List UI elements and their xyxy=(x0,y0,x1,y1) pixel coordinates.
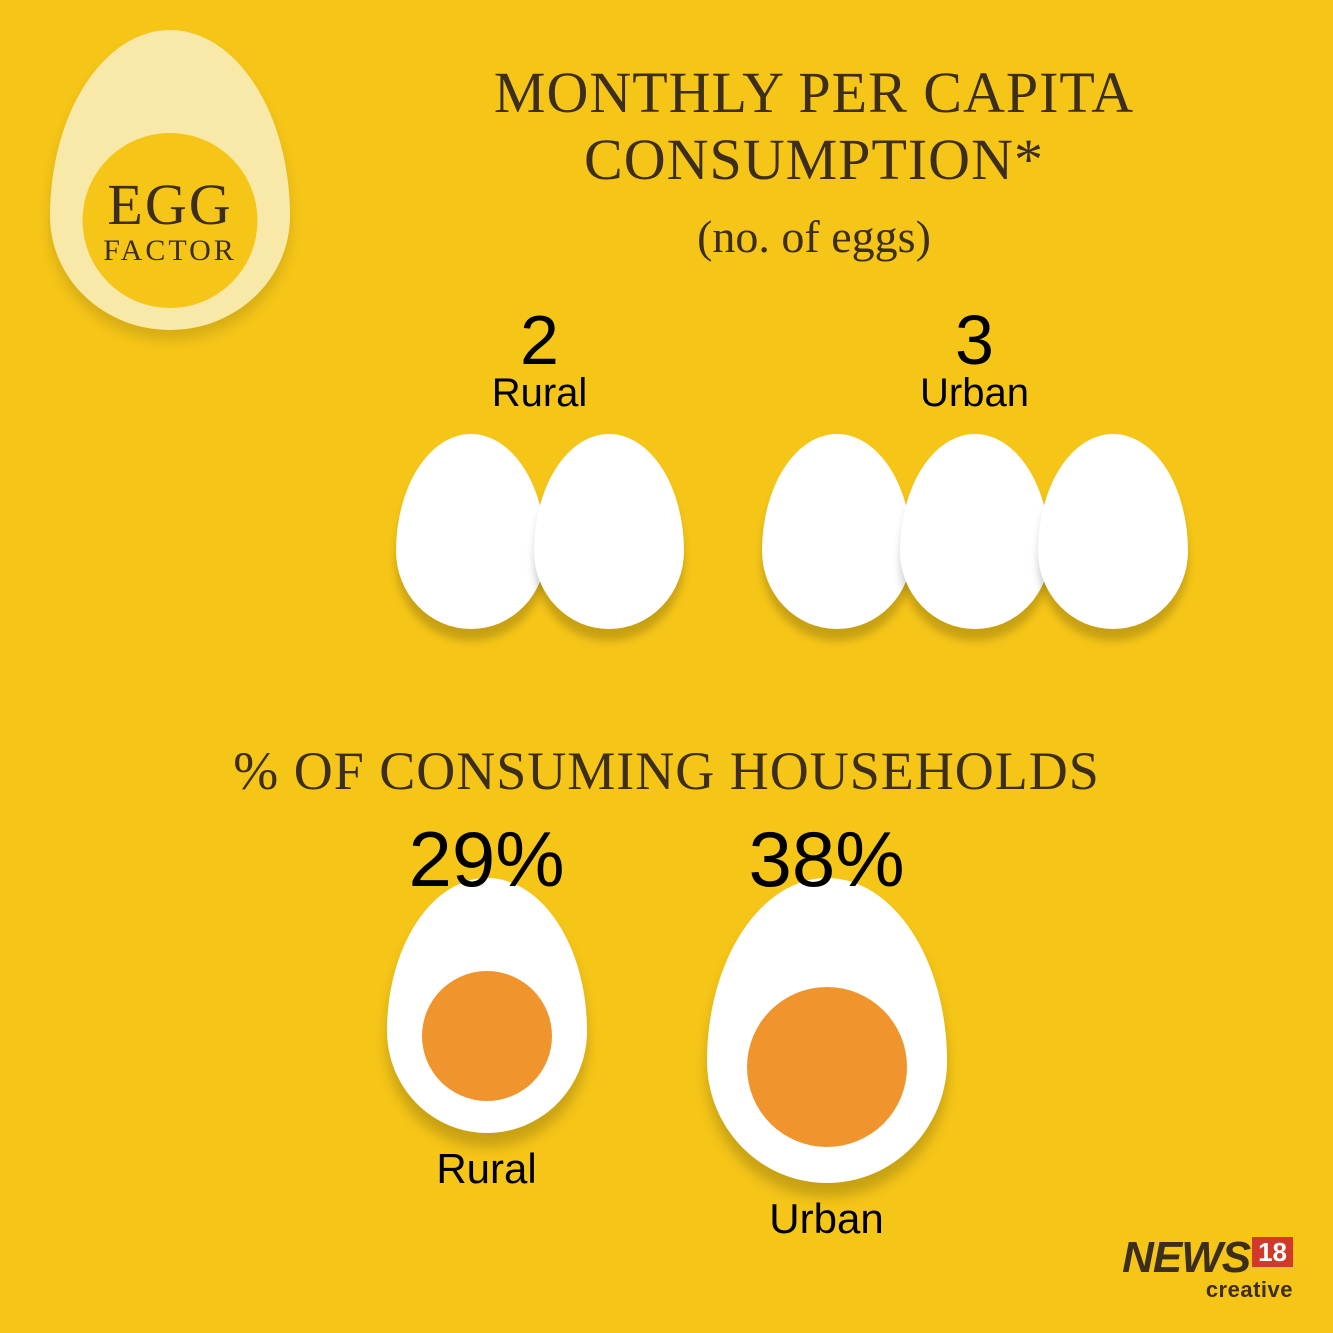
urban-household-group: 38% Urban xyxy=(707,820,947,1243)
urban-eggs xyxy=(768,434,1182,629)
rural-half-egg-wrap xyxy=(387,878,587,1133)
rural-eggs xyxy=(402,434,678,629)
logo-text-line1: EGG xyxy=(107,176,232,234)
consumption-row: 2 Rural 3 Urban xyxy=(310,305,1273,629)
rural-count: 2 xyxy=(402,305,678,375)
households-row: 29% Rural 38% Urban xyxy=(0,820,1333,1243)
households-title: % OF CONSUMING HOUSEHOLDS xyxy=(0,740,1333,802)
footer-logo: NEWS 18 creative xyxy=(1122,1233,1293,1303)
rural-consumption-group: 2 Rural xyxy=(402,305,678,629)
footer-brand-row: NEWS 18 xyxy=(1122,1233,1293,1283)
subtitle: (no. of eggs) xyxy=(355,210,1273,263)
egg-icon xyxy=(762,434,912,629)
rural-label: Rural xyxy=(402,371,678,416)
footer-number-box: 18 xyxy=(1252,1237,1293,1267)
urban-hh-label: Urban xyxy=(707,1195,947,1243)
logo-egg-white: EGG FACTOR xyxy=(50,30,290,330)
half-egg-icon xyxy=(707,878,947,1183)
urban-percent: 38% xyxy=(707,820,947,898)
logo-text-line2: FACTOR xyxy=(103,236,237,266)
urban-count: 3 xyxy=(768,305,1182,375)
main-title: MONTHLY PER CAPITA CONSUMPTION* xyxy=(355,60,1273,193)
yolk-icon xyxy=(422,971,552,1101)
egg-icon xyxy=(534,434,684,629)
logo-egg: EGG FACTOR xyxy=(50,30,310,330)
egg-icon xyxy=(396,434,546,629)
rural-household-group: 29% Rural xyxy=(387,820,587,1243)
half-egg-icon xyxy=(387,878,587,1133)
urban-consumption-group: 3 Urban xyxy=(768,305,1182,629)
egg-icon xyxy=(1038,434,1188,629)
egg-icon xyxy=(900,434,1050,629)
logo-yolk: EGG FACTOR xyxy=(83,133,258,308)
urban-label: Urban xyxy=(768,371,1182,416)
urban-half-egg-wrap xyxy=(707,878,947,1183)
rural-percent: 29% xyxy=(387,820,587,898)
footer-sub: creative xyxy=(1206,1277,1293,1303)
yolk-icon xyxy=(747,987,907,1147)
rural-hh-label: Rural xyxy=(387,1145,587,1193)
footer-brand: NEWS xyxy=(1122,1233,1250,1283)
